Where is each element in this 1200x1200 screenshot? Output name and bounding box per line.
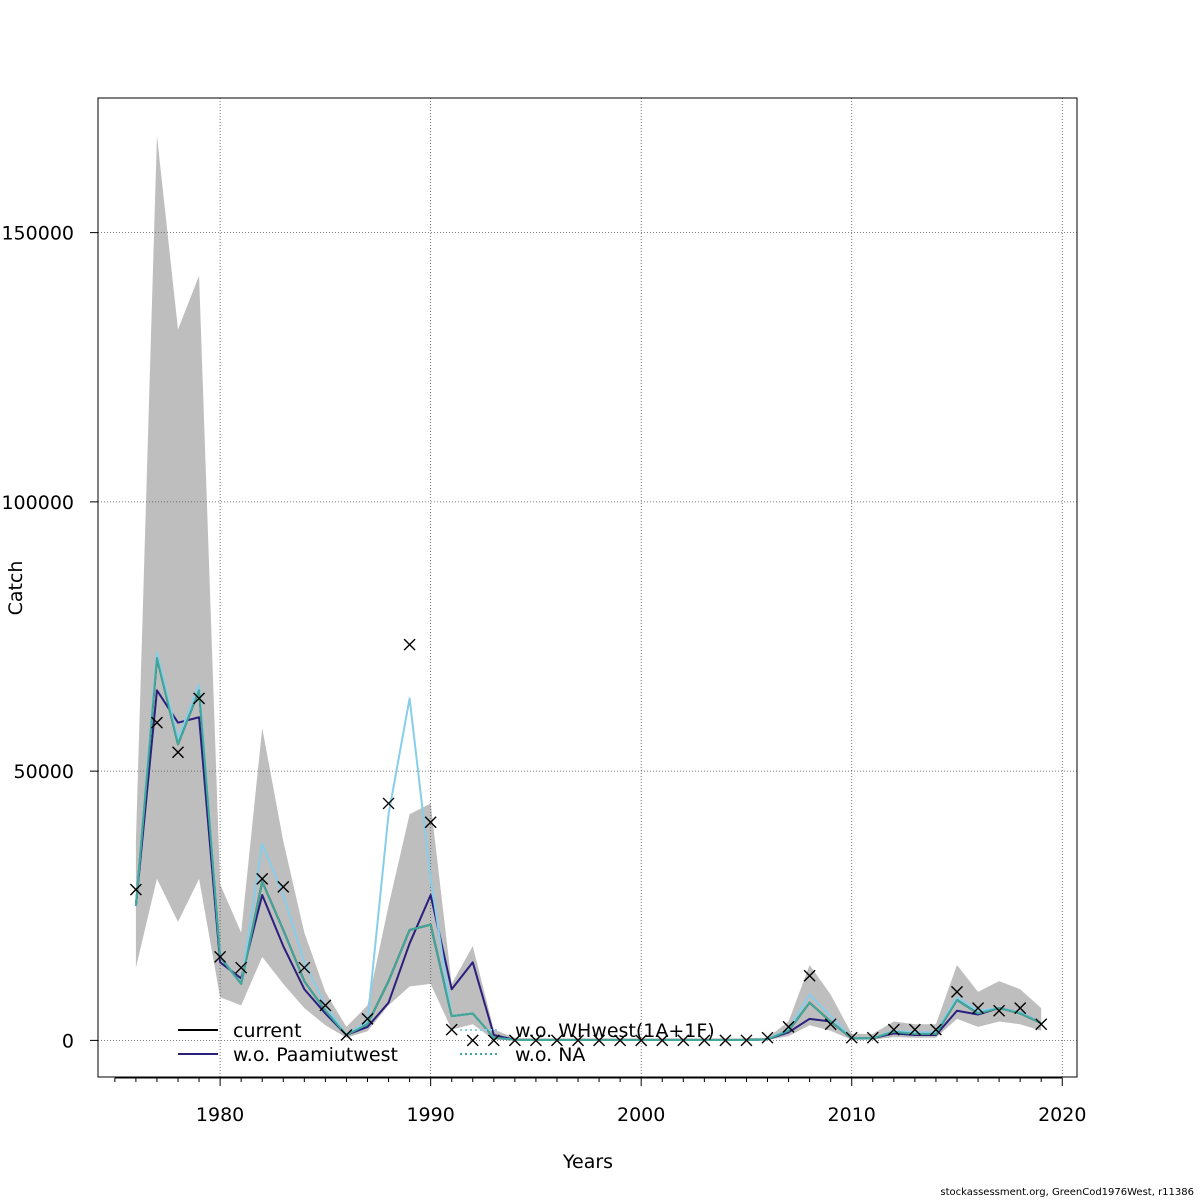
- y-axis-label: Catch: [5, 561, 27, 616]
- observed-markers-layer: [129, 638, 1048, 1047]
- observed-point: [424, 816, 437, 829]
- observed-point: [635, 1034, 648, 1047]
- legend-label: current: [233, 1020, 302, 1042]
- observed-point: [887, 1023, 900, 1036]
- observed-point: [382, 797, 395, 810]
- observed-point: [824, 1018, 837, 1031]
- observed-point: [614, 1034, 627, 1047]
- observed-point: [529, 1034, 542, 1047]
- observed-point: [677, 1034, 690, 1047]
- observed-point: [172, 746, 184, 759]
- observed-point: [1014, 1002, 1027, 1015]
- x-tick-label: 1980: [196, 1104, 244, 1126]
- observed-point: [972, 1002, 985, 1015]
- observed-point: [740, 1034, 753, 1047]
- x-tick-label: 2000: [617, 1104, 665, 1126]
- observed-point: [782, 1020, 795, 1033]
- x-tick-label: 2020: [1038, 1104, 1086, 1126]
- observed-point: [235, 961, 248, 974]
- observed-point: [698, 1034, 711, 1047]
- x-axis-label: Years: [562, 1151, 613, 1173]
- legend-label: w.o. NA: [515, 1044, 585, 1066]
- legend-label: w.o. WHwest(1A+1F): [515, 1020, 715, 1042]
- observed-point: [340, 1029, 353, 1041]
- observed-point: [929, 1023, 942, 1036]
- observed-point: [445, 1023, 458, 1036]
- observed-point: [319, 999, 332, 1012]
- observed-point: [845, 1031, 858, 1044]
- observed-point: [403, 638, 416, 651]
- observed-point: [550, 1034, 563, 1047]
- y-tick-label: 100000: [1, 492, 74, 514]
- observed-point: [950, 985, 963, 998]
- legend-item-1: w.o. Paamiutwest: [178, 1044, 398, 1066]
- y-tick-label: 0: [62, 1030, 74, 1052]
- observed-point: [214, 950, 227, 963]
- observed-point: [193, 692, 206, 705]
- legend-item-0: current: [178, 1020, 302, 1042]
- observed-point: [656, 1034, 669, 1047]
- footer-note: stockassessment.org, GreenCod1976West, r…: [940, 1187, 1194, 1198]
- observed-point: [466, 1034, 479, 1047]
- confidence-band: [135, 135, 1042, 1041]
- x-tick-label: 2010: [828, 1104, 876, 1126]
- observed-point: [361, 1012, 374, 1025]
- x-tick-label: 1990: [406, 1104, 454, 1126]
- observed-point: [508, 1034, 521, 1047]
- observed-point: [719, 1034, 732, 1047]
- observed-point: [593, 1034, 606, 1047]
- observed-point: [993, 1004, 1006, 1017]
- legend-label: w.o. Paamiutwest: [233, 1044, 398, 1066]
- observed-point: [908, 1023, 921, 1036]
- observed-point: [256, 872, 269, 885]
- y-tick-label: 50000: [14, 761, 74, 783]
- axes-layer: 1980 1990 2000 2010 2020 0 50000 100000 150000: [1, 223, 1086, 1126]
- observed-point: [1035, 1018, 1048, 1031]
- observed-point: [803, 969, 816, 982]
- observed-point: [129, 883, 142, 896]
- observed-point: [572, 1034, 585, 1047]
- confidence-band-layer: [135, 135, 1042, 1041]
- observed-point: [487, 1034, 500, 1047]
- observed-point: [298, 961, 311, 974]
- observed-point: [277, 880, 290, 893]
- observed-point: [150, 716, 163, 729]
- legend-item-2: w.o. WHwest(1A+1F): [460, 1020, 715, 1042]
- observed-point: [761, 1031, 774, 1044]
- y-tick-label: 150000: [1, 223, 74, 245]
- legend-item-3: w.o. NA: [460, 1044, 585, 1066]
- observed-point: [866, 1031, 879, 1044]
